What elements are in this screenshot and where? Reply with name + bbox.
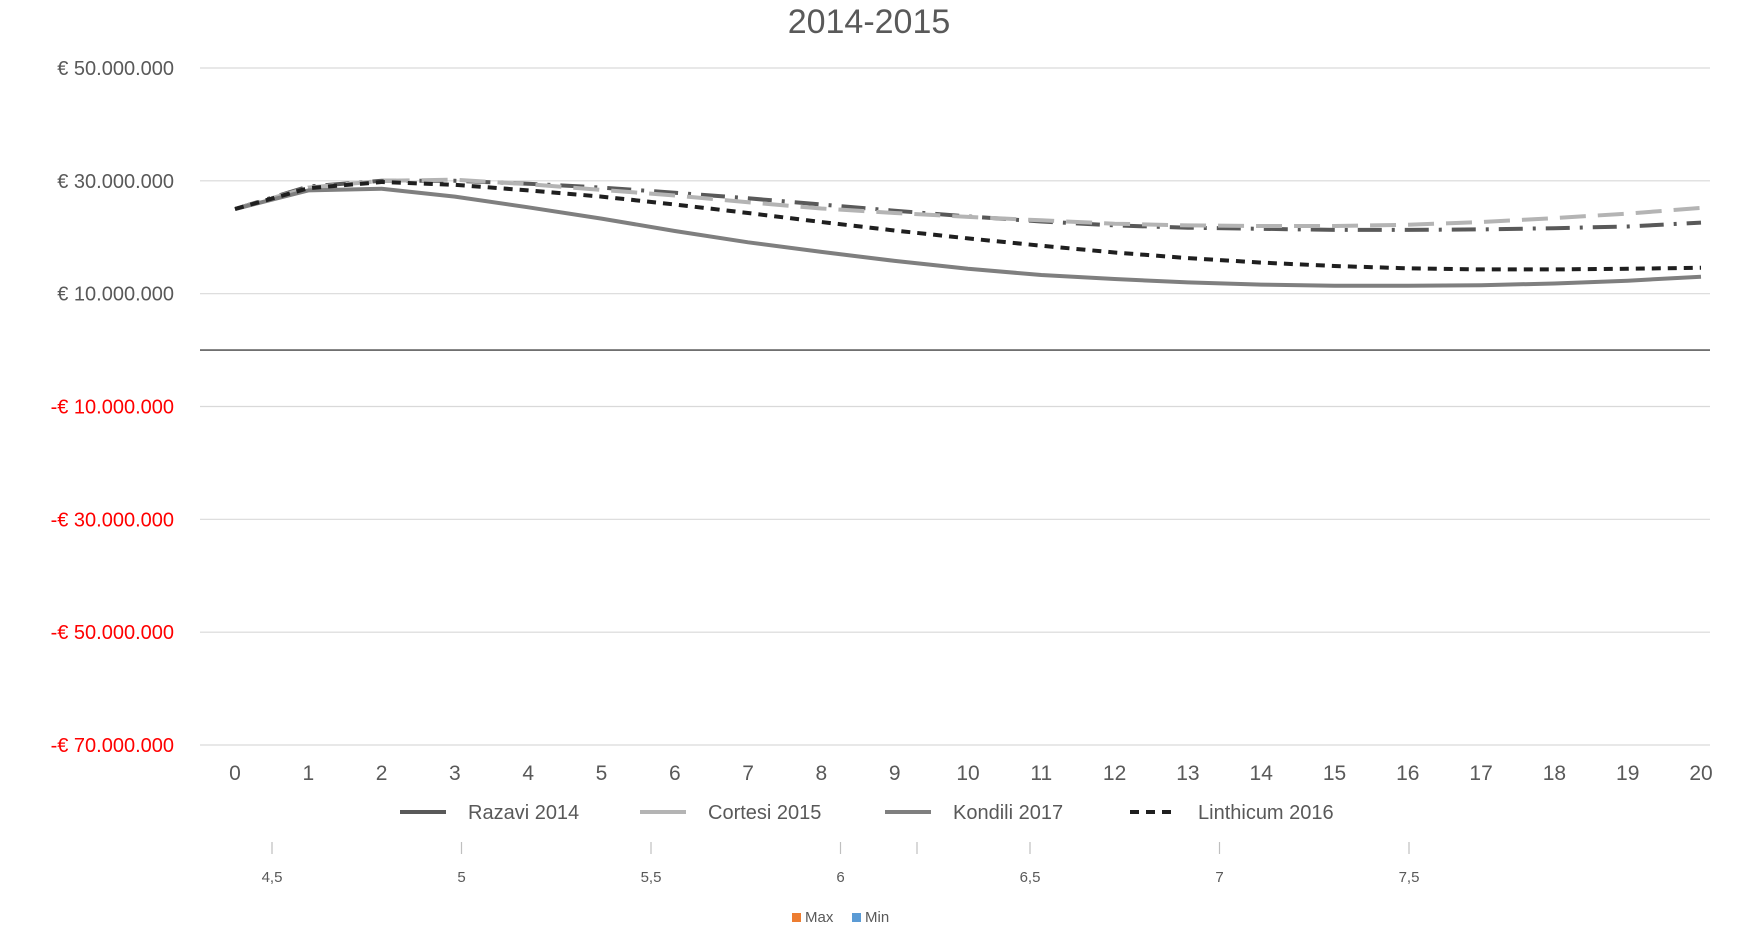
x-tick-label: 10 <box>956 762 979 785</box>
gridlines <box>200 67 1710 746</box>
x-tick-label: 7 <box>742 762 754 785</box>
y-tick-label: € 10.000.000 <box>57 284 174 306</box>
secondary-legend: Max Min <box>792 909 889 925</box>
x2-tick-label: 4,5 <box>262 869 283 886</box>
x-tick-label: 18 <box>1543 762 1566 785</box>
x2-tick-label: 6 <box>836 869 844 886</box>
x-axis-tick-labels: 0 1 2 3 4 5 6 7 8 9 10 11 12 13 14 15 16 17 18 19 20 <box>229 762 1713 785</box>
x-tick-label: 17 <box>1469 762 1492 785</box>
y-tick-label: € 30.000.000 <box>57 171 174 193</box>
legend2-swatch <box>852 913 861 922</box>
x-tick-label: 3 <box>449 762 461 785</box>
secondary-x-axis: 4,5 5 5,5 6 6,5 7 7,5 <box>262 842 1420 886</box>
series-lines <box>234 177 1702 288</box>
series-line-2 <box>234 186 1702 288</box>
legend2-swatch <box>792 913 801 922</box>
y-tick-label: -€ 50.000.000 <box>51 622 174 644</box>
x-tick-label: 14 <box>1250 762 1274 785</box>
legend-label: Linthicum 2016 <box>1198 802 1334 824</box>
x2-tick-label: 5,5 <box>641 869 662 886</box>
x-tick-label: 4 <box>522 762 534 785</box>
y-tick-label: € 50.000.000 <box>57 58 174 80</box>
x-tick-label: 12 <box>1103 762 1126 785</box>
x-tick-label: 15 <box>1323 762 1346 785</box>
x-tick-label: 9 <box>889 762 901 785</box>
x-tick-label: 19 <box>1616 762 1639 785</box>
x2-tick-label: 6,5 <box>1020 869 1041 886</box>
y-tick-label: -€ 70.000.000 <box>51 735 174 757</box>
x-tick-label: 2 <box>376 762 388 785</box>
legend-label: Cortesi 2015 <box>708 802 821 824</box>
series-line-3 <box>234 180 1702 272</box>
legend2-label: Max <box>805 909 834 925</box>
legend-label: Kondili 2017 <box>953 802 1063 824</box>
chart-title: 2014-2015 <box>788 3 951 41</box>
x2-tick-label: 7 <box>1215 869 1223 886</box>
x-tick-label: 11 <box>1030 762 1052 785</box>
series-line-0 <box>234 178 1702 232</box>
legend2-label: Min <box>865 909 889 925</box>
series-line-1 <box>234 177 1702 228</box>
x-tick-label: 16 <box>1396 762 1419 785</box>
y-tick-label: -€ 30.000.000 <box>51 509 174 531</box>
x-tick-label: 6 <box>669 762 681 785</box>
x2-tick-label: 7,5 <box>1399 869 1420 886</box>
x-tick-label: 1 <box>302 762 314 785</box>
x2-tick-label: 5 <box>457 869 465 886</box>
legend-label: Razavi 2014 <box>468 802 579 824</box>
y-axis-tick-labels: € 50.000.000 € 30.000.000 € 10.000.000 -€ 1… <box>51 58 174 757</box>
legend: Razavi 2014 Cortesi 2015 Kondili 2017 Linth… <box>400 802 1334 824</box>
x-tick-label: 5 <box>596 762 608 785</box>
y-tick-label: -€ 10.000.000 <box>51 397 174 419</box>
x-tick-label: 0 <box>229 762 241 785</box>
x-tick-label: 8 <box>816 762 828 785</box>
x-tick-label: 20 <box>1689 762 1712 785</box>
x-tick-label: 13 <box>1176 762 1199 785</box>
